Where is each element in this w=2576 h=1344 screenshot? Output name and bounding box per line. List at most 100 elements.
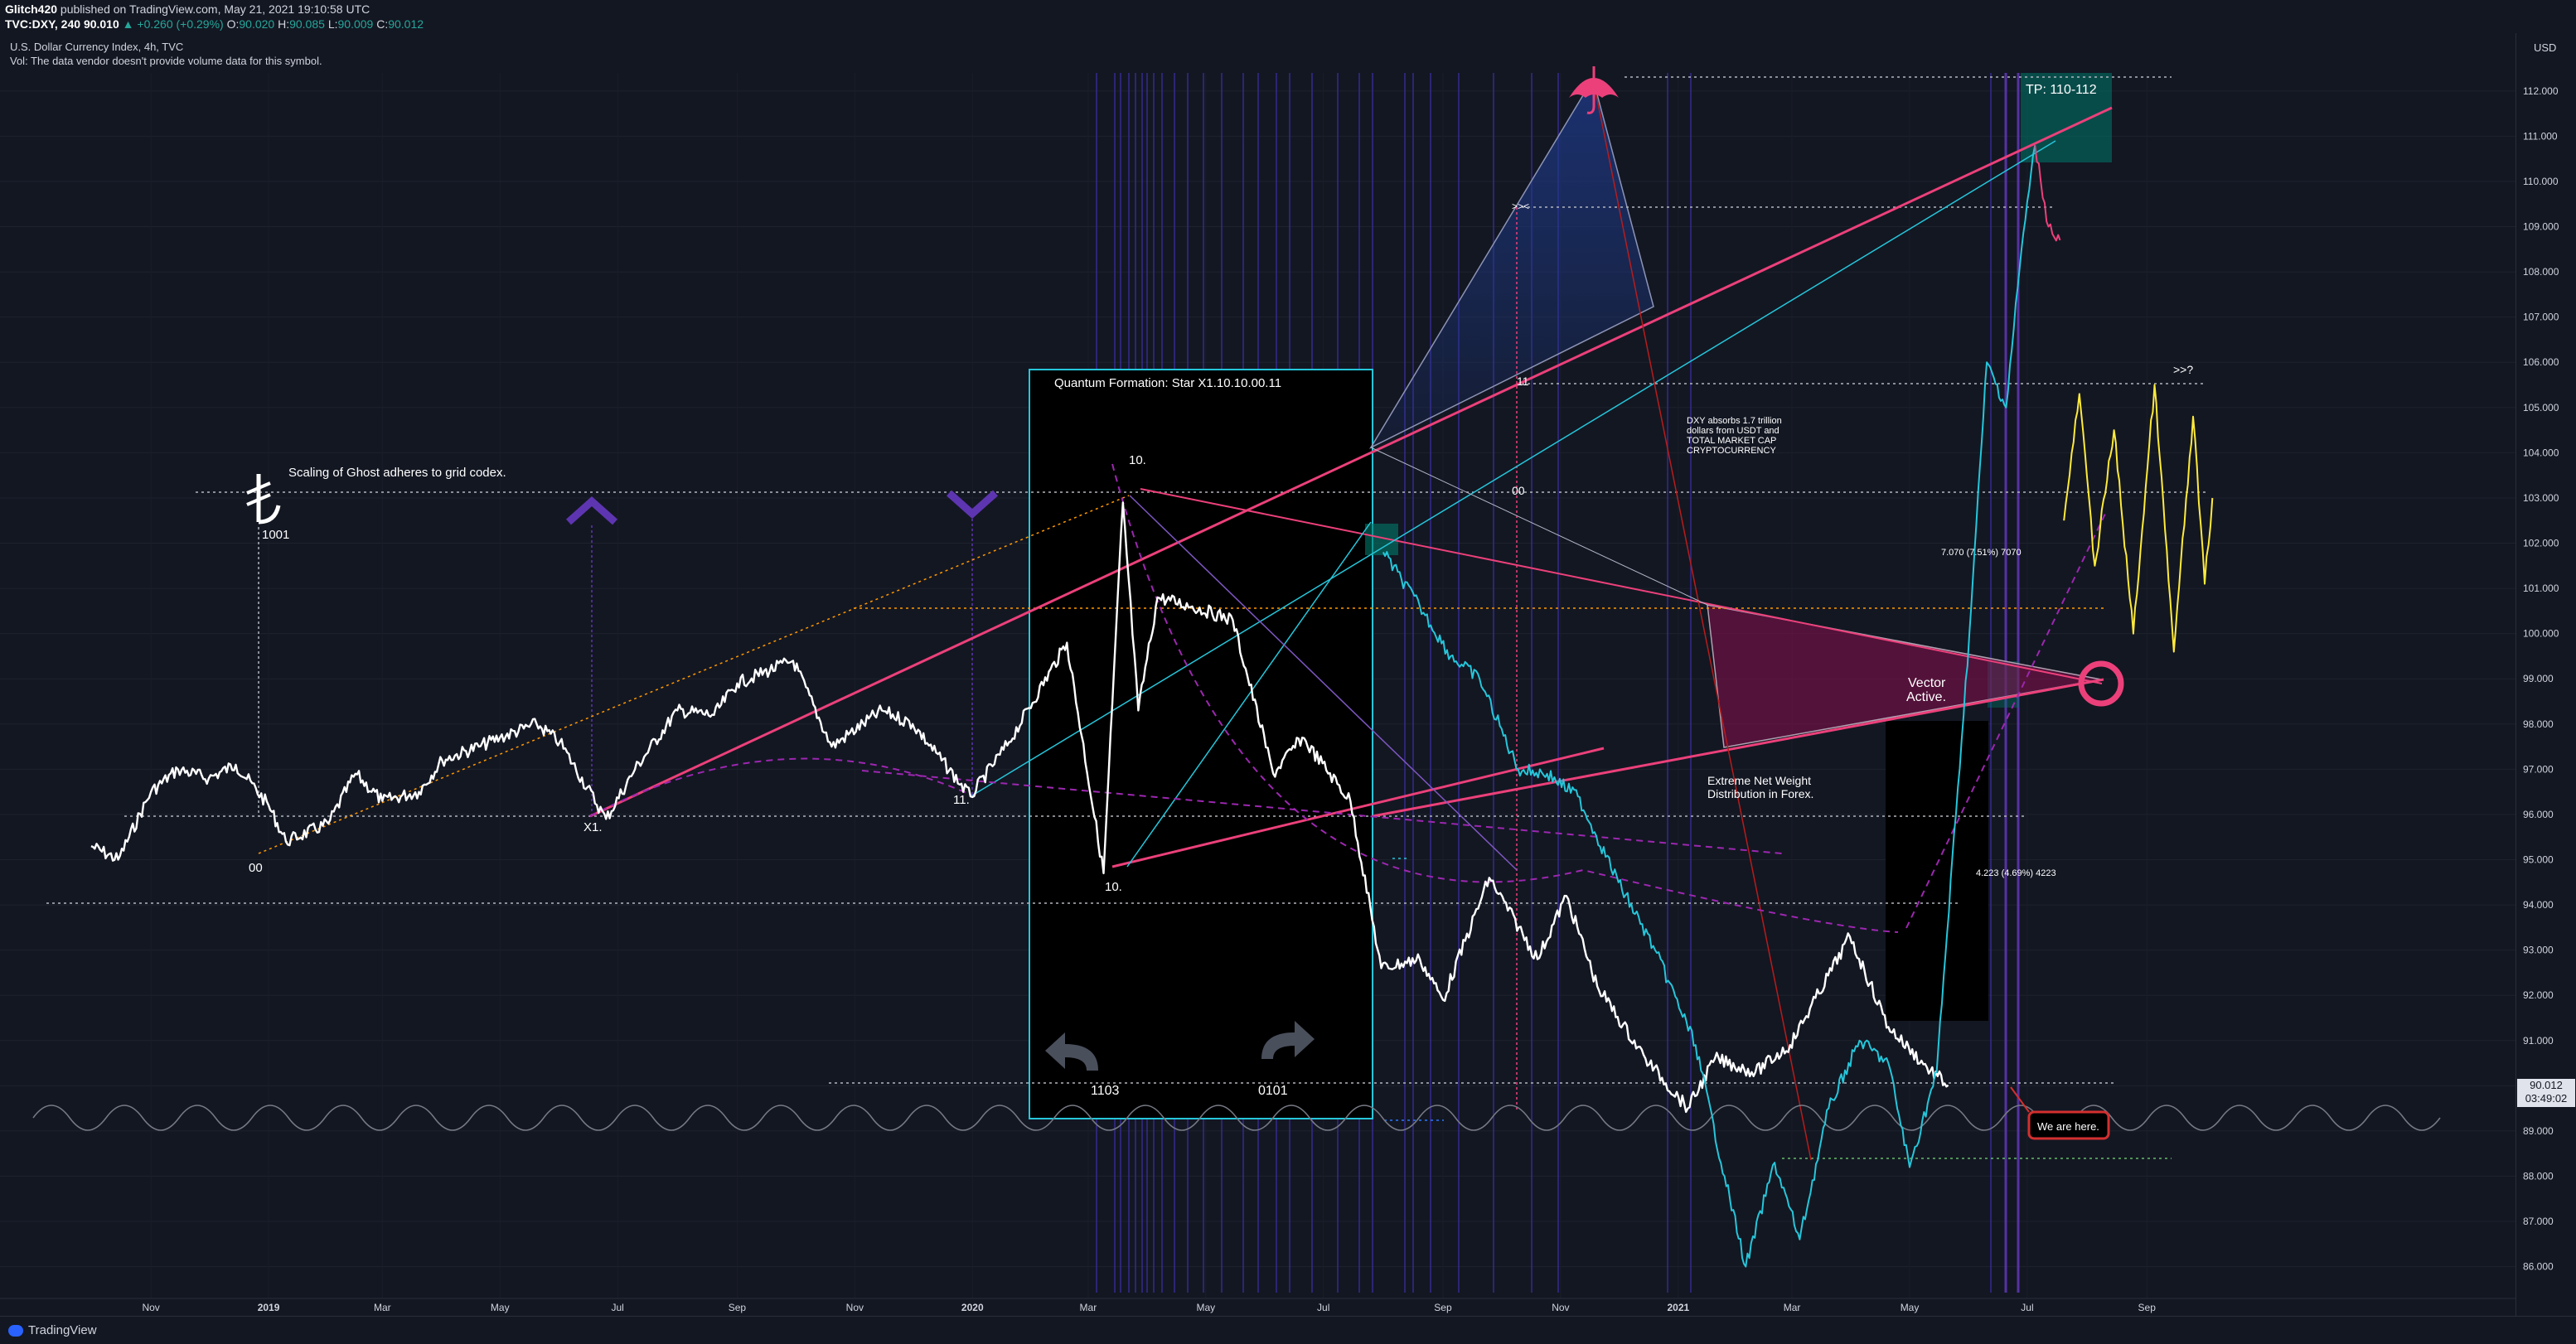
price-tick-label: 93.000 [2523, 945, 2554, 956]
chart-legend: U.S. Dollar Currency Index, 4h, TVC Vol:… [10, 40, 322, 68]
label-1001: 1001 [262, 528, 289, 542]
price-tick-label: 97.000 [2523, 763, 2554, 775]
series-line[interactable] [1382, 145, 2036, 1268]
trend-line[interactable] [1370, 447, 1708, 606]
trend-line[interactable] [1126, 521, 1372, 868]
price-axis[interactable]: 112.000 111.000 110.000 109.000 108.000 107.0… [2515, 33, 2576, 1316]
time-tick-label: 2021 [1667, 1302, 1689, 1313]
price-tick-label: 92.000 [2523, 989, 2554, 1001]
publish-header: Glitch420 published on TradingView.com, … [0, 0, 2576, 33]
price-tick-label: 104.000 [2523, 447, 2559, 458]
lira-icon [246, 474, 281, 525]
price-axis-labels: 112.000 111.000 110.000 109.000 108.000 107.0… [2523, 85, 2559, 1273]
trend-line[interactable] [1129, 495, 1518, 871]
time-tick-label: 2020 [961, 1302, 984, 1313]
time-tick-label: Mar [1784, 1302, 1801, 1313]
published-info: published on TradingView.com, May 21, 20… [60, 2, 370, 16]
footer-bar: TradingView [0, 1316, 2576, 1344]
up-chevron-icon[interactable] [566, 496, 617, 525]
blue-triangle[interactable] [1369, 77, 1654, 449]
label-10-top: 10. [1129, 453, 1146, 467]
black-rectangle[interactable] [1886, 721, 1988, 1021]
label-question: >>? [2173, 363, 2193, 376]
legend-title[interactable]: U.S. Dollar Currency Index, 4h, TVC [10, 41, 184, 53]
label-00-mid: 00 [1512, 484, 1525, 497]
scaling-note[interactable]: Scaling of Ghost adheres to grid codex. [288, 466, 506, 480]
last-price: 90.010 [83, 17, 119, 31]
publish-line: Glitch420 published on TradingView.com, … [5, 2, 370, 16]
price-tick-label: 108.000 [2523, 266, 2559, 278]
price-series [90, 145, 2214, 1268]
annotations: Scaling of Ghost adheres to grid codex. … [249, 83, 2193, 1140]
trend-line[interactable] [1592, 78, 1812, 1161]
trend-line[interactable] [971, 140, 2056, 796]
we-are-here-callout[interactable]: We are here. [2010, 1086, 2110, 1140]
currency-label[interactable]: USD [2534, 41, 2557, 54]
quantum-title[interactable]: Quantum Formation: Star X1.10.10.00.11 [1054, 376, 1281, 390]
umbrella-icon[interactable] [1569, 66, 1619, 114]
label-arrows: >>< [1512, 201, 1529, 212]
curved-left-arrow-icon [1045, 1032, 1098, 1071]
vector-target-circle[interactable] [2078, 660, 2124, 707]
time-axis[interactable]: Nov 2019 Mar May Jul Sep Nov 2020 Mar May Jul Sep No… [0, 1298, 2515, 1313]
vector-note-line-2: Active. [1906, 690, 1946, 704]
price-tick-label: 98.000 [2523, 718, 2554, 730]
label-1103: 1103 [1091, 1084, 1120, 1098]
time-tick-label: May [1196, 1302, 1215, 1313]
magenta-triangle[interactable] [1707, 604, 2102, 748]
time-tick-label: 2019 [258, 1302, 280, 1313]
series-line[interactable] [90, 501, 1949, 1114]
label-11: 11. [953, 793, 970, 807]
tradingview-logo[interactable]: TradingView [8, 1323, 97, 1337]
series-line[interactable] [2034, 145, 2061, 242]
measure-label-2: 4.223 (4.69%) 4223 [1976, 868, 2056, 878]
tradingview-brand: TradingView [28, 1323, 97, 1337]
current-price-tag: 90.012 03:49:02 [2517, 1079, 2575, 1107]
extreme-note-line-1: Extreme Net Weight [1707, 774, 1811, 787]
trend-line[interactable] [1905, 513, 2106, 929]
dotted-levels [46, 76, 2206, 1159]
author-name[interactable]: Glitch420 [5, 2, 58, 16]
price-tick-label: 112.000 [2523, 85, 2559, 97]
label-00-left: 00 [249, 861, 263, 875]
time-tick-label: Nov [846, 1302, 864, 1313]
trend-line[interactable] [1140, 488, 2103, 684]
dxy-note-line-1: DXY absorbs 1.7 trillion [1687, 416, 1782, 426]
legend-volume-note: Vol: The data vendor doesn't provide vol… [10, 55, 322, 67]
series-line[interactable] [2063, 384, 2214, 653]
price-tick-label: 103.000 [2523, 492, 2559, 504]
take-profit-label[interactable]: TP: 110-112 [2026, 83, 2097, 97]
price-tick-label: 94.000 [2523, 899, 2554, 911]
extreme-note-line-2: Distribution in Forex. [1707, 787, 1813, 800]
ohlc-high-label: H: [278, 17, 290, 31]
quantum-formation-box[interactable] [1029, 369, 1373, 1119]
price-tick-label: 88.000 [2523, 1170, 2554, 1182]
price-tick-label: 95.000 [2523, 854, 2554, 866]
down-chevron-icon[interactable] [947, 490, 998, 520]
trend-line[interactable] [861, 770, 1783, 854]
label-11-mid: 11 [1517, 375, 1529, 388]
price-tick-label: 106.000 [2523, 356, 2559, 368]
price-tick-label: 91.000 [2523, 1035, 2554, 1047]
trend-line[interactable] [1111, 747, 1605, 868]
price-tick-label: 101.000 [2523, 583, 2559, 594]
trend-line[interactable] [1372, 678, 2104, 818]
vector-note-line-1: Vector [1908, 676, 1946, 690]
time-tick-label: Jul [1317, 1302, 1329, 1313]
time-tick-label: Sep [1434, 1302, 1452, 1313]
chart-canvas[interactable]: Scaling of Ghost adheres to grid codex. … [0, 33, 2576, 1316]
time-tick-label: Mar [1080, 1302, 1097, 1313]
current-price-value: 90.012 [2530, 1079, 2563, 1091]
measure-label-1: 7.070 (7.51%) 7070 [1941, 548, 2022, 558]
curved-right-arrow-icon [1261, 1021, 1315, 1059]
ohlc-close-value: 90.012 [388, 17, 424, 31]
price-tick-label: 107.000 [2523, 312, 2559, 323]
price-change: ▲ +0.260 (+0.29%) [122, 17, 224, 31]
price-tick-label: 110.000 [2523, 176, 2559, 187]
price-tick-label: 87.000 [2523, 1216, 2554, 1227]
trend-line[interactable] [589, 106, 2113, 818]
ohlc-open-value: 90.020 [239, 17, 275, 31]
time-tick-label: Jul [612, 1302, 624, 1313]
label-0101: 0101 [1258, 1084, 1288, 1098]
label-x1: X1. [583, 820, 603, 834]
